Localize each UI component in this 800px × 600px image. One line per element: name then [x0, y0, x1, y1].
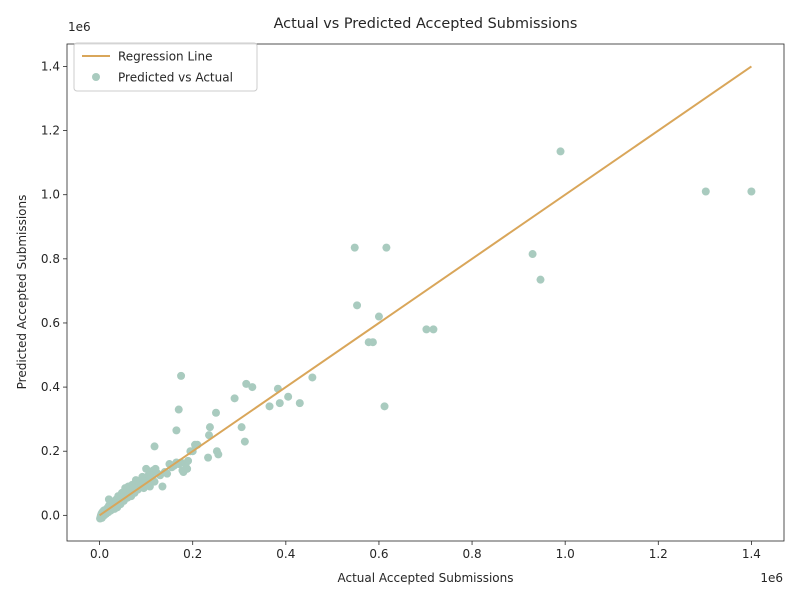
scatter-point — [556, 147, 565, 156]
scatter-point — [163, 469, 172, 478]
scatter-point — [211, 408, 220, 417]
scatter-point — [429, 325, 438, 334]
y-tick-label: 0.0 — [41, 508, 60, 522]
scatter-point — [174, 405, 183, 414]
scatter-point — [242, 379, 251, 388]
x-tick-label: 0.4 — [276, 547, 295, 561]
scatter-point — [536, 275, 545, 284]
scatter-point — [183, 464, 192, 473]
scatter-point — [353, 301, 362, 310]
scatter-point — [158, 482, 167, 491]
y-tick-label: 0.2 — [41, 444, 60, 458]
scatter-point — [172, 426, 181, 435]
legend-box — [73, 42, 258, 92]
scatter-point — [205, 423, 214, 432]
scatter-point — [528, 250, 537, 259]
plot-area — [96, 65, 756, 523]
scatter-point — [248, 383, 257, 392]
x-axis-title: Actual Accepted Submissions — [337, 571, 513, 585]
scatter-point — [368, 338, 377, 347]
regression-line — [99, 65, 752, 517]
scatter-point — [150, 442, 159, 451]
x-tick-label: 1.2 — [649, 547, 668, 561]
x-tick-label: 0.0 — [90, 547, 109, 561]
scatter-point — [265, 402, 274, 411]
scatter-point — [701, 187, 710, 196]
x-tick-label: 0.2 — [183, 547, 202, 561]
scatter-point — [230, 394, 239, 403]
scatter-point — [214, 450, 223, 459]
scatter-point — [240, 437, 249, 446]
legend: Regression Line Predicted vs Actual — [73, 42, 258, 92]
scatter-point — [177, 371, 186, 380]
y-tick-label: 1.0 — [41, 188, 60, 202]
plot-frame — [66, 43, 785, 542]
y-axis: 0.0 0.2 0.4 0.6 0.8 1.0 1.2 1.4 — [41, 59, 67, 522]
x-tick-label: 0.6 — [369, 547, 388, 561]
scatter-point — [747, 187, 756, 196]
scatter-point — [184, 456, 193, 465]
x-axis-offset-label: 1e6 — [760, 571, 783, 585]
scatter-point — [284, 392, 293, 401]
chart-title: Actual vs Predicted Accepted Submissions — [274, 16, 578, 32]
scatter-point — [422, 325, 431, 334]
y-tick-label: 0.8 — [41, 252, 60, 266]
scatter-point — [295, 399, 304, 408]
y-tick-label: 0.4 — [41, 380, 60, 394]
x-axis: 0.0 0.2 0.4 0.6 0.8 1.0 1.2 1.4 — [90, 541, 761, 561]
x-tick-label: 0.8 — [463, 547, 482, 561]
legend-label-regression-line: Regression Line — [118, 50, 212, 64]
legend-label-scatter: Predicted vs Actual — [118, 71, 233, 85]
legend-swatch-scatter — [92, 73, 100, 81]
scatter-point — [237, 423, 246, 432]
scatter-point — [380, 402, 389, 411]
x-tick-label: 1.0 — [556, 547, 575, 561]
scatter-point — [382, 243, 391, 252]
y-axis-offset-label: 1e6 — [68, 20, 91, 34]
scatter-point — [104, 495, 113, 504]
x-tick-label: 1.4 — [742, 547, 761, 561]
scatter-point — [205, 431, 214, 440]
scatter-point — [204, 453, 213, 462]
scatter-point — [374, 312, 383, 321]
scatter-point — [275, 399, 284, 408]
y-axis-title: Predicted Accepted Submissions — [15, 195, 29, 390]
scatter-point — [350, 243, 359, 252]
y-tick-label: 1.2 — [41, 124, 60, 138]
y-tick-label: 1.4 — [41, 59, 60, 73]
y-tick-label: 0.6 — [41, 316, 60, 330]
scatter-point — [308, 373, 317, 382]
